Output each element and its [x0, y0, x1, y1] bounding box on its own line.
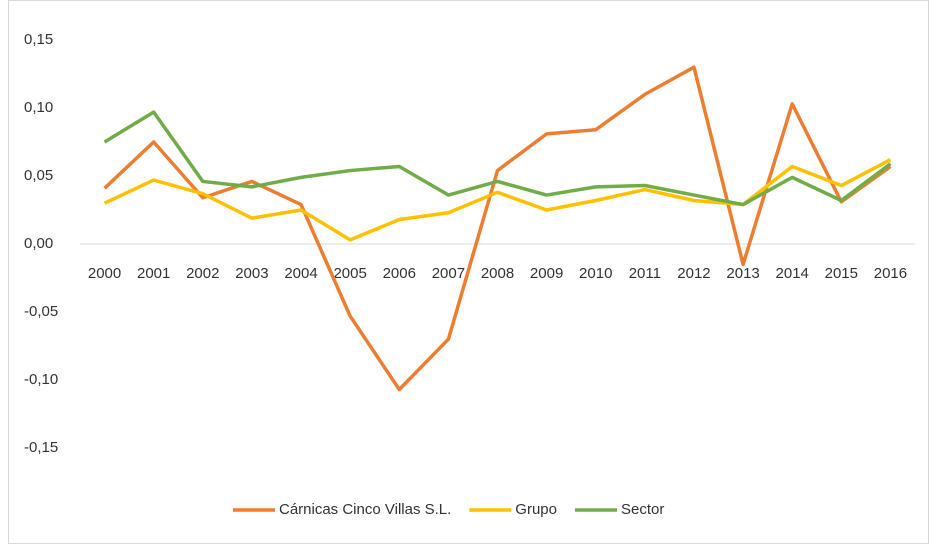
x-tick-label: 2015 — [825, 265, 858, 282]
x-tick-label: 2002 — [186, 265, 219, 282]
x-tick-label: 2000 — [88, 265, 121, 282]
legend-label: Sector — [621, 501, 664, 518]
y-tick-label: 0,05 — [24, 167, 53, 184]
legend-label: Cárnicas Cinco Villas S.L. — [279, 501, 451, 518]
x-tick-label: 2001 — [137, 265, 170, 282]
y-tick-label: 0,00 — [24, 235, 53, 252]
x-tick-label: 2013 — [726, 265, 759, 282]
x-tick-label: 2007 — [432, 265, 465, 282]
y-tick-label: -0,05 — [24, 303, 58, 320]
series-line — [103, 65, 892, 392]
series-line — [103, 158, 892, 242]
x-tick-label: 2008 — [481, 265, 514, 282]
x-tick-label: 2010 — [579, 265, 612, 282]
y-tick-label: 0,15 — [24, 31, 53, 48]
x-tick-label: 2014 — [776, 265, 809, 282]
x-tick-label: 2003 — [235, 265, 268, 282]
x-tick-label: 2011 — [629, 265, 661, 282]
legend-label: Grupo — [515, 501, 557, 518]
x-tick-label: 2009 — [530, 265, 563, 282]
x-tick-label: 2005 — [333, 265, 366, 282]
x-tick-label: 2012 — [677, 265, 710, 282]
y-tick-label: 0,10 — [24, 99, 53, 116]
y-tick-label: -0,10 — [24, 371, 58, 388]
x-tick-label: 2016 — [874, 265, 907, 282]
y-tick-label: -0,15 — [24, 439, 58, 456]
series-line — [103, 110, 892, 207]
x-tick-label: 2004 — [284, 265, 317, 282]
x-tick-label: 2006 — [383, 265, 416, 282]
